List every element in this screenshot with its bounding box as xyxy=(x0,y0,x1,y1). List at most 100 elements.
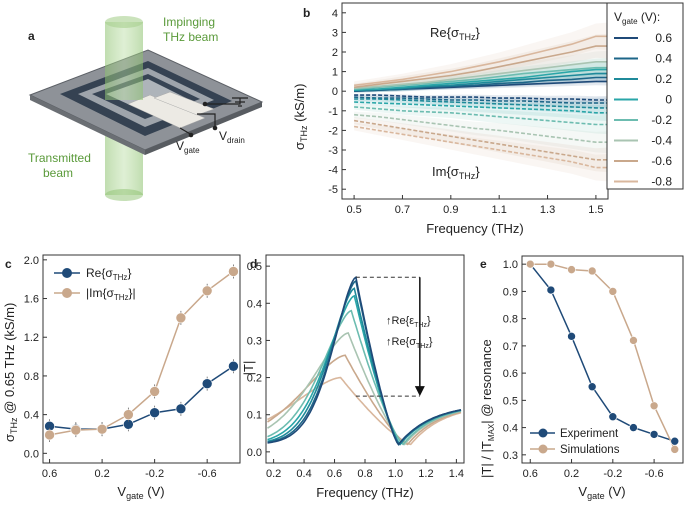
b-im-annotation: Im{σTHz} xyxy=(432,164,480,181)
e-ytick-label: 0.5 xyxy=(503,395,518,407)
b-line-re-0.2 xyxy=(354,72,608,91)
c-xtick-label: -0.6 xyxy=(198,468,217,480)
e-point-Experiment xyxy=(546,285,556,295)
c-ytick-label: 0.4 xyxy=(24,410,39,422)
b-legend-label-0.2: 0.2 xyxy=(655,72,672,86)
b-band-im--0.6 xyxy=(354,117,608,173)
panel-c-label: c xyxy=(5,257,12,271)
d-line--0.8 xyxy=(267,376,462,446)
c-point-Im xyxy=(96,423,108,435)
b-line-im--0.4 xyxy=(354,113,608,143)
d-xtick-label: 1.2 xyxy=(418,468,433,480)
c-legend-re-label: Re{σTHz} xyxy=(86,266,131,282)
e-x-axis-label: Vgate (V) xyxy=(578,484,625,501)
b-ytick-label: 1 xyxy=(332,67,338,79)
b-x-ticks: 0.5 0.7 0.9 1.1 1.3 1.5 xyxy=(346,195,604,216)
transmitted-label: Transmitted xyxy=(28,151,91,165)
b-ytick-label: 3 xyxy=(332,27,338,39)
e-plot-area xyxy=(525,259,680,454)
c-plot-frame xyxy=(42,254,241,464)
d-arrow-head xyxy=(414,386,425,397)
d-line--0.6 xyxy=(267,354,462,446)
b-line-re--0.4 xyxy=(354,61,608,90)
e-point-Experiment xyxy=(629,423,638,432)
b-xtick-label: 1.5 xyxy=(588,204,603,216)
beam-label: beam xyxy=(43,166,73,180)
c-point-Im xyxy=(149,386,160,397)
e-ytick-label: 1.0 xyxy=(503,259,518,271)
e-xtick-label: 0.6 xyxy=(523,468,538,480)
c-point-Im xyxy=(44,429,55,441)
d-y-axis-label: |T| xyxy=(241,361,256,376)
c-point-Re xyxy=(175,403,187,415)
e-ytick-label: 0.6 xyxy=(503,368,518,380)
e-y-ticks: 0.3 0.4 0.5 0.6 0.7 0.8 0.9 1.0 xyxy=(503,259,526,462)
d-ytick-label: 0.4 xyxy=(247,298,262,310)
d-xtick-label: 0.8 xyxy=(357,468,372,480)
b-x-axis-label: Frequency (THz) xyxy=(426,221,524,236)
b-ytick-label: 2 xyxy=(332,47,338,59)
e-legend-exp-label: Experiment xyxy=(560,428,619,440)
e-xtick-label: 0.2 xyxy=(564,468,579,480)
e-xtick-label: -0.6 xyxy=(645,468,664,480)
c-ytick-label: 0.8 xyxy=(24,371,39,383)
e-legend-sim-label: Simulations xyxy=(560,444,620,456)
b-y-ticks: -5 -4 -3 -2 -1 0 1 2 3 4 xyxy=(328,8,346,196)
b-uncertainty-bands xyxy=(354,22,608,182)
d-x-axis-label: Frequency (THz) xyxy=(316,485,414,500)
e-ytick-label: 0.3 xyxy=(503,450,518,462)
panel-b-conductivity-spectra: b 0.5 0.7 0.9 1.1 1.3 1.5 -5 -4 -3 -2 -1 0 1 2 3 4 Fre… xyxy=(292,2,684,236)
panel-d-label: d xyxy=(250,257,257,271)
d-arrow-label-sigma: ↑Re{σTHz} xyxy=(386,336,433,350)
ground-terminal xyxy=(202,101,208,107)
e-point-Simulations xyxy=(525,259,535,269)
c-ytick-label: 0.0 xyxy=(24,448,39,460)
c-xtick-label: -0.2 xyxy=(145,468,164,480)
b-ytick-label: -1 xyxy=(328,106,338,118)
beam-top-cap xyxy=(105,16,143,28)
e-legend-sim-marker xyxy=(538,444,548,454)
d-ytick-label: 0.1 xyxy=(247,410,262,422)
d-y-ticks: 0.0 0.1 0.2 0.3 0.4 0.5 xyxy=(247,261,270,459)
b-legend-label-0.6: 0.6 xyxy=(655,31,672,45)
c-point-Re xyxy=(228,360,239,372)
c-y-axis-label: σTHz @ 0.65 THz (kS/m) xyxy=(2,303,19,442)
b-legend-label-0: 0 xyxy=(665,93,672,107)
c-line-Re xyxy=(49,365,234,430)
c-line-Im xyxy=(49,270,234,436)
d-ytick-label: 0.3 xyxy=(247,335,262,347)
b-xtick-label: 1.1 xyxy=(492,204,507,216)
e-point-Simulations xyxy=(567,265,576,274)
d-xtick-label: 1.0 xyxy=(388,468,403,480)
e-legend: Experiment Simulations xyxy=(530,428,620,456)
b-line-re--0.6 xyxy=(354,45,608,89)
c-legend-im-label: |Im{σTHz}| xyxy=(86,286,136,302)
e-legend-exp-marker xyxy=(538,428,548,438)
e-y-axis-label: |T| / |TMAX| @ resonance xyxy=(479,339,496,478)
b-line-im-0.6 xyxy=(354,94,608,101)
vdrain-label: Vdrain xyxy=(219,129,245,145)
e-ytick-label: 0.8 xyxy=(503,314,518,326)
c-legend: Re{σTHz} |Im{σTHz}| xyxy=(54,266,136,302)
c-ytick-label: 1.2 xyxy=(24,332,39,344)
panel-e-normalized-transmission: e 0.6 0.2 -0.2 -0.6 0.3 0.4 0.5 0.6 0.7 0.8 0.9 1.… xyxy=(479,255,684,501)
e-point-Simulations xyxy=(670,445,680,454)
e-ytick-label: 0.9 xyxy=(503,286,518,298)
c-ytick-label: 2.0 xyxy=(24,255,39,267)
e-point-Experiment xyxy=(587,382,597,392)
b-xtick-label: 0.7 xyxy=(395,204,410,216)
b-line-re--0.8 xyxy=(354,35,608,87)
b-ytick-label: -5 xyxy=(328,184,338,196)
e-point-Experiment xyxy=(608,412,618,421)
c-point-Im xyxy=(70,424,82,436)
thz-beam-label: THz beam xyxy=(163,30,218,44)
b-ytick-label: -2 xyxy=(328,125,338,137)
b-legend-label--0.2: -0.2 xyxy=(651,113,672,127)
panel-a-device-schematic: a Impinging THz beam Tr xyxy=(28,15,264,201)
electrode-wires xyxy=(179,97,248,136)
b-re-annotation: Re{σTHz} xyxy=(430,25,480,42)
e-point-Simulations xyxy=(546,259,556,269)
b-legend: Vgate (V): 0.6 0.4 0.2 0 -0.2 -0.4 -0.6 -0.8 xyxy=(606,2,684,190)
e-point-Simulations xyxy=(587,266,597,276)
